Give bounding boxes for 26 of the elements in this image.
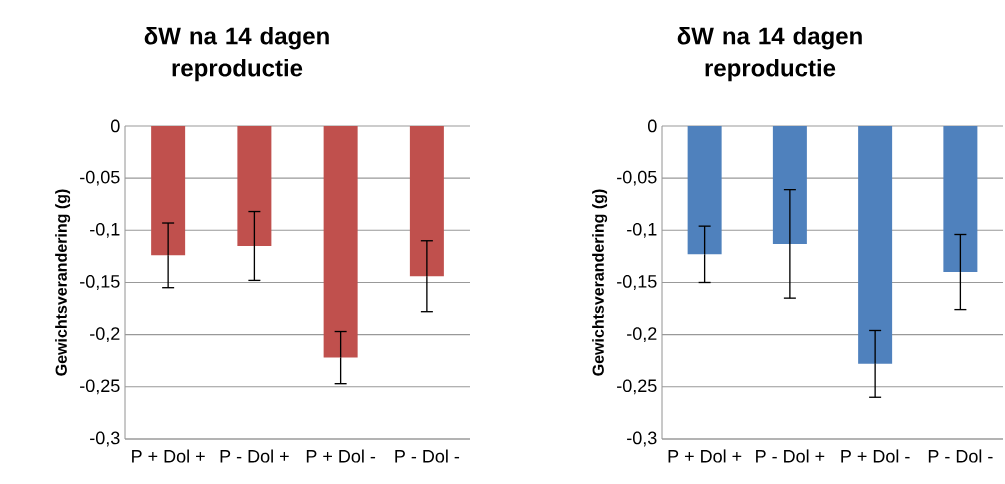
x-tick-label: P - Dol + bbox=[220, 449, 289, 463]
y-tick-label: -0,1 bbox=[627, 222, 657, 238]
x-tick-label: P + Dol - bbox=[841, 449, 910, 463]
y-tick-label: -0,05 bbox=[617, 170, 657, 186]
y-axis-title: Gewichtsverandering (g) bbox=[592, 189, 608, 376]
y-tick-label: 0 bbox=[111, 119, 120, 133]
y-tick-label: -0,1 bbox=[90, 222, 120, 238]
y-tick-label: -0,2 bbox=[627, 327, 657, 343]
x-tick-label: P - Dol + bbox=[756, 449, 825, 463]
chart-title: δW na 14 dagen reproductie bbox=[677, 26, 862, 82]
y-tick-label: -0,3 bbox=[90, 431, 120, 447]
y-tick-label: -0,25 bbox=[80, 379, 120, 395]
x-tick-label: P + Dol + bbox=[668, 449, 742, 463]
x-tick-label: P - Dol - bbox=[395, 449, 460, 463]
y-tick-label: -0,15 bbox=[617, 275, 657, 290]
chart-title: δW na 14 dagen reproductie bbox=[144, 26, 329, 82]
x-tick-label: P + Dol + bbox=[132, 449, 205, 463]
y-axis-title: Gewichtsverandering (g) bbox=[55, 189, 71, 376]
y-tick-label: -0,2 bbox=[90, 327, 120, 343]
x-tick-label: P + Dol - bbox=[306, 449, 376, 463]
y-tick-label: -0,3 bbox=[627, 431, 657, 447]
x-tick-label: P - Dol - bbox=[928, 449, 993, 463]
y-tick-label: 0 bbox=[648, 119, 657, 133]
y-tick-label: -0,15 bbox=[80, 275, 120, 290]
y-tick-label: -0,25 bbox=[617, 379, 657, 395]
y-tick-label: -0,05 bbox=[80, 170, 120, 186]
